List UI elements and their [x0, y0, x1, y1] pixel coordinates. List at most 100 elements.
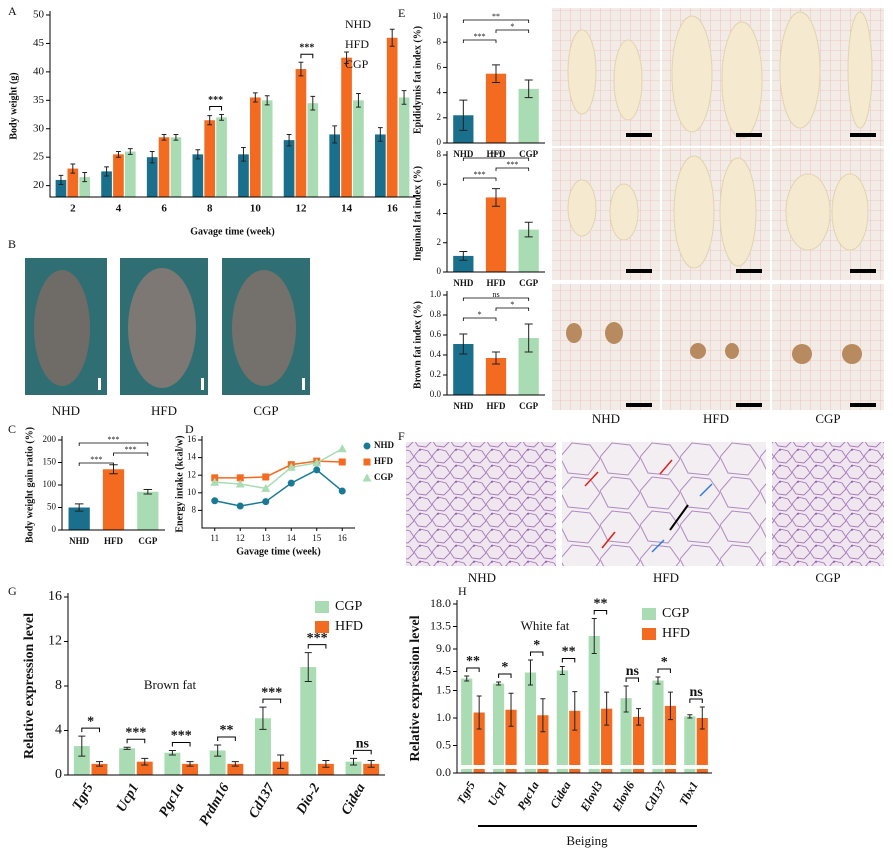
y-axis-label: Body weight (g)	[8, 72, 19, 139]
legend-swatch	[642, 608, 656, 620]
y-tick-label: 0.2	[430, 369, 441, 379]
x-tick-label: HFD	[104, 536, 123, 546]
significance-label: ***	[506, 160, 518, 169]
point	[236, 502, 244, 510]
legend-swatch	[315, 621, 329, 633]
point	[211, 497, 219, 505]
significance-bracket	[171, 742, 191, 747]
error-bar	[623, 685, 629, 713]
x-tick-label: 6	[161, 203, 167, 215]
x-tick-label: Pgc1a	[157, 781, 188, 819]
point	[312, 458, 322, 467]
x-tick-label: 2	[70, 203, 76, 215]
legend-marker	[362, 473, 372, 482]
panel-label: H	[458, 584, 467, 598]
y-tick-label: 0.0	[430, 389, 442, 399]
legend-label: CGP	[662, 606, 689, 621]
x-tick-label: 14	[341, 203, 353, 215]
y-tick-label: 1.0	[436, 710, 451, 724]
point	[287, 479, 295, 487]
error-bar	[559, 666, 565, 675]
legend-swatch	[642, 628, 656, 640]
error-bar	[401, 90, 407, 105]
photo-label: CGP	[815, 570, 840, 585]
significance-bracket	[625, 677, 640, 682]
x-tick-label: Pgc1a	[514, 779, 541, 813]
error-bar	[116, 151, 121, 158]
y-tick-label: 8	[192, 504, 197, 514]
x-tick-label: Tgr5	[454, 779, 478, 807]
point	[210, 477, 220, 486]
bar	[569, 710, 581, 773]
panel-label: B	[8, 237, 16, 251]
point	[262, 498, 270, 506]
error-bar	[173, 133, 179, 141]
x-tick-label: HFD	[487, 401, 506, 411]
x-tick-label: Cd137	[246, 780, 278, 821]
y-axis-label: Epididymis fat index (%)	[412, 26, 423, 134]
fat-tissue	[567, 11, 873, 269]
error-bar	[687, 714, 693, 719]
error-bar	[304, 652, 312, 683]
error-bar	[104, 166, 109, 177]
legend-label: CGP	[345, 57, 369, 71]
x-tick-label: 11	[210, 533, 219, 543]
annotation: White fat	[521, 618, 570, 633]
histology	[406, 442, 556, 566]
panel-labels: A B C D E F G H	[8, 4, 467, 598]
bar	[398, 97, 410, 197]
error-bar	[389, 28, 395, 47]
y-axis-label: Brown fat index (%)	[412, 301, 423, 389]
panel-f-photos: NHD HFD CGP	[406, 442, 884, 585]
error-bar	[604, 691, 610, 726]
significance-label: ***	[490, 150, 502, 159]
y-axis-label: Relative expression level	[22, 613, 37, 759]
y-tick-label: 50	[47, 502, 57, 512]
panel-e-photos: NHD HFD CGP	[552, 8, 884, 426]
y-tick-label: 8	[437, 36, 442, 46]
bar	[79, 177, 91, 197]
y-tick-label: 0	[437, 266, 442, 276]
significance-label: ***	[307, 631, 328, 646]
error-bar	[74, 503, 84, 512]
bar	[524, 672, 537, 773]
point	[338, 458, 346, 466]
photo-label: CGP	[815, 411, 840, 426]
significance-bracket	[113, 452, 149, 456]
significance-label: **	[466, 654, 480, 669]
error-bar	[123, 746, 131, 750]
significance-label: **	[562, 645, 576, 660]
error-bar	[310, 95, 316, 111]
photo-label: NHD	[592, 411, 620, 426]
significance-bracket	[466, 667, 480, 672]
bar	[261, 100, 273, 197]
bar	[238, 154, 249, 197]
y-tick-label: 1.0	[430, 289, 442, 299]
point	[338, 487, 346, 495]
significance-label: ns	[689, 685, 703, 700]
bar	[493, 683, 505, 773]
bar	[696, 718, 708, 773]
significance-bracket	[78, 442, 149, 446]
x-tick-label: 12	[295, 203, 307, 215]
x-tick-label: 12	[236, 533, 245, 543]
significance-bracket	[462, 177, 497, 181]
legend-label: HFD	[345, 37, 369, 51]
y-tick-label: 35	[33, 94, 45, 106]
error-bar	[286, 133, 292, 147]
significance-bracket	[462, 39, 497, 43]
bar	[485, 358, 507, 395]
annotation: Brown fat	[144, 677, 197, 692]
y-tick-label: 150	[43, 457, 57, 467]
arrows	[584, 459, 673, 549]
significance-bracket	[462, 317, 497, 321]
bar	[158, 137, 170, 197]
x-axis-label: Gavage time (week)	[190, 226, 274, 237]
error-bar	[459, 333, 468, 355]
y-tick-label: 30	[33, 122, 45, 134]
significance-bracket	[529, 651, 544, 656]
significance-label: ns	[492, 290, 499, 299]
y-tick-label: 6	[437, 178, 442, 188]
error-bar	[491, 188, 501, 207]
